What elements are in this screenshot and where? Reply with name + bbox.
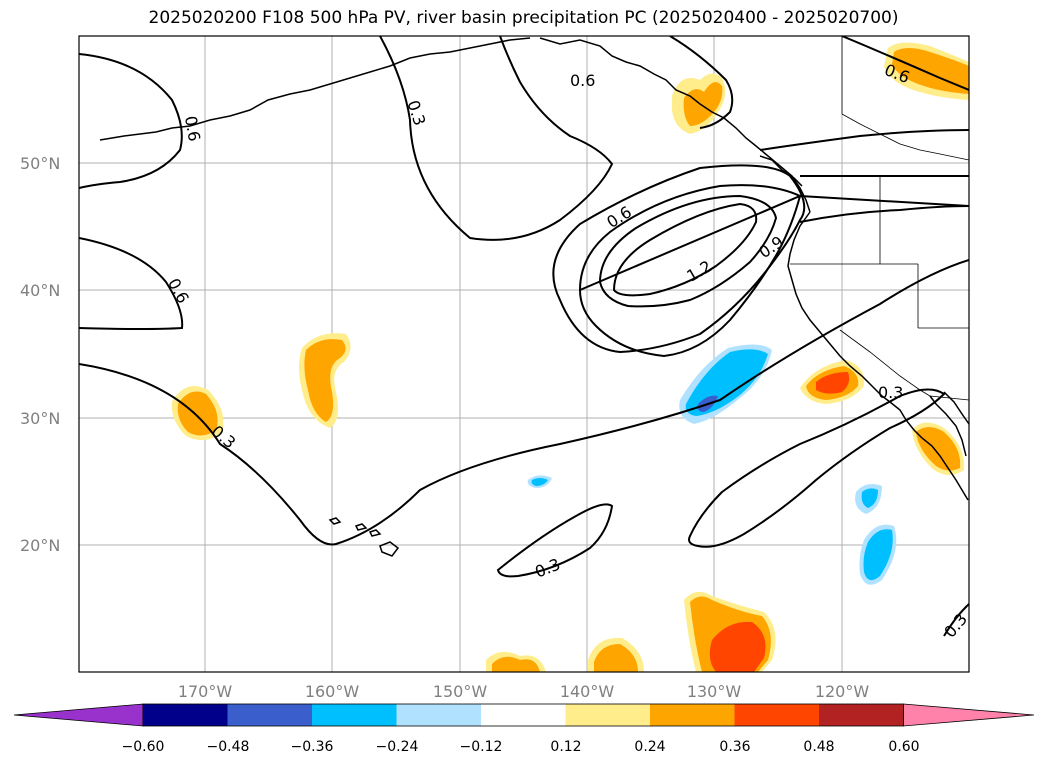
map-frame (78, 35, 970, 673)
lon-label-120w: 120°W (815, 682, 870, 701)
colorbar-extend-high (903, 703, 1035, 727)
colorbar-tick-label: 0.60 (888, 739, 919, 755)
colorbar-tick-label: −0.12 (460, 739, 503, 755)
lat-label-50n: 50°N (20, 154, 60, 173)
contour-label: 0.3 (878, 383, 903, 402)
colorbar-frame (142, 703, 904, 727)
graticule (79, 36, 969, 672)
colorbar-segment (734, 704, 820, 726)
colorbar-segment (143, 704, 228, 726)
colorbar-segment (312, 704, 397, 726)
coastlines (99, 37, 969, 557)
colorbar-tick-label: −0.24 (376, 739, 419, 755)
colorbar-tick-label: −0.36 (291, 739, 334, 755)
lon-label-160w: 160°W (305, 682, 360, 701)
contour-label: 0.6 (570, 71, 595, 90)
longitude-axis: 170°W 160°W 150°W 140°W 130°W 120°W (178, 682, 870, 701)
colorbar-tick-label: 0.12 (550, 739, 581, 755)
colorbar-segment (396, 704, 482, 726)
pv-contours (79, 36, 969, 637)
colorbar-tick-label: −0.60 (122, 739, 165, 755)
colorbar-segment (565, 704, 651, 726)
lat-label-20n: 20°N (20, 536, 60, 555)
colorbar-tick-label: 0.36 (719, 739, 750, 755)
map-background (79, 36, 969, 672)
lon-label-130w: 130°W (687, 682, 742, 701)
lat-label-30n: 30°N (20, 409, 60, 428)
colorbar-segment (481, 704, 566, 726)
colorbar-segment (650, 704, 735, 726)
latitude-axis: 50°N 40°N 30°N 20°N (20, 154, 60, 555)
lat-label-40n: 40°N (20, 281, 60, 300)
colorbar-tick-label: 0.48 (803, 739, 834, 755)
lon-label-170w: 170°W (178, 682, 233, 701)
political-borders (790, 36, 969, 401)
contour-label: 0.6 (181, 114, 204, 142)
colorbar (13, 703, 1035, 727)
colorbar-tick-label: 0.24 (634, 739, 665, 755)
colorbar-segment (227, 704, 313, 726)
colorbar-extend-low (13, 703, 144, 727)
colorbar-segment (819, 704, 904, 726)
colorbar-tick-labels: −0.60 −0.48 −0.36 −0.24 −0.12 0.12 0.24 … (122, 739, 920, 755)
map-title: 2025020200 F108 500 hPa PV, river basin … (148, 8, 899, 28)
lon-label-150w: 150°W (433, 682, 488, 701)
colorbar-tick-label: −0.48 (207, 739, 250, 755)
lon-label-140w: 140°W (560, 682, 615, 701)
